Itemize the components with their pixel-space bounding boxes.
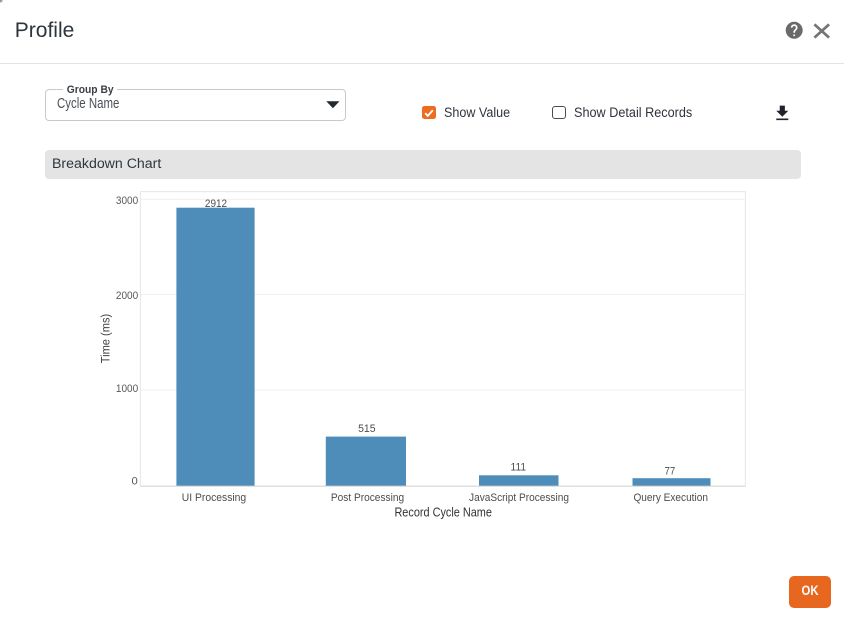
svg-text:Time (ms): Time (ms): [98, 314, 112, 364]
svg-text:77: 77: [665, 465, 676, 477]
svg-text:2000: 2000: [116, 290, 138, 302]
svg-text:111: 111: [511, 462, 527, 474]
svg-text:UI Processing: UI Processing: [182, 492, 246, 504]
svg-text:Query Execution: Query Execution: [633, 492, 708, 504]
svg-text:3000: 3000: [116, 195, 138, 207]
svg-text:0: 0: [131, 475, 137, 487]
svg-text:Record Cycle Name: Record Cycle Name: [394, 506, 492, 520]
svg-text:Post Processing: Post Processing: [331, 492, 404, 504]
svg-text:1000: 1000: [116, 383, 138, 395]
svg-text:515: 515: [358, 423, 375, 435]
svg-text:JavaScript Processing: JavaScript Processing: [469, 492, 569, 504]
svg-text:2912: 2912: [205, 198, 227, 210]
